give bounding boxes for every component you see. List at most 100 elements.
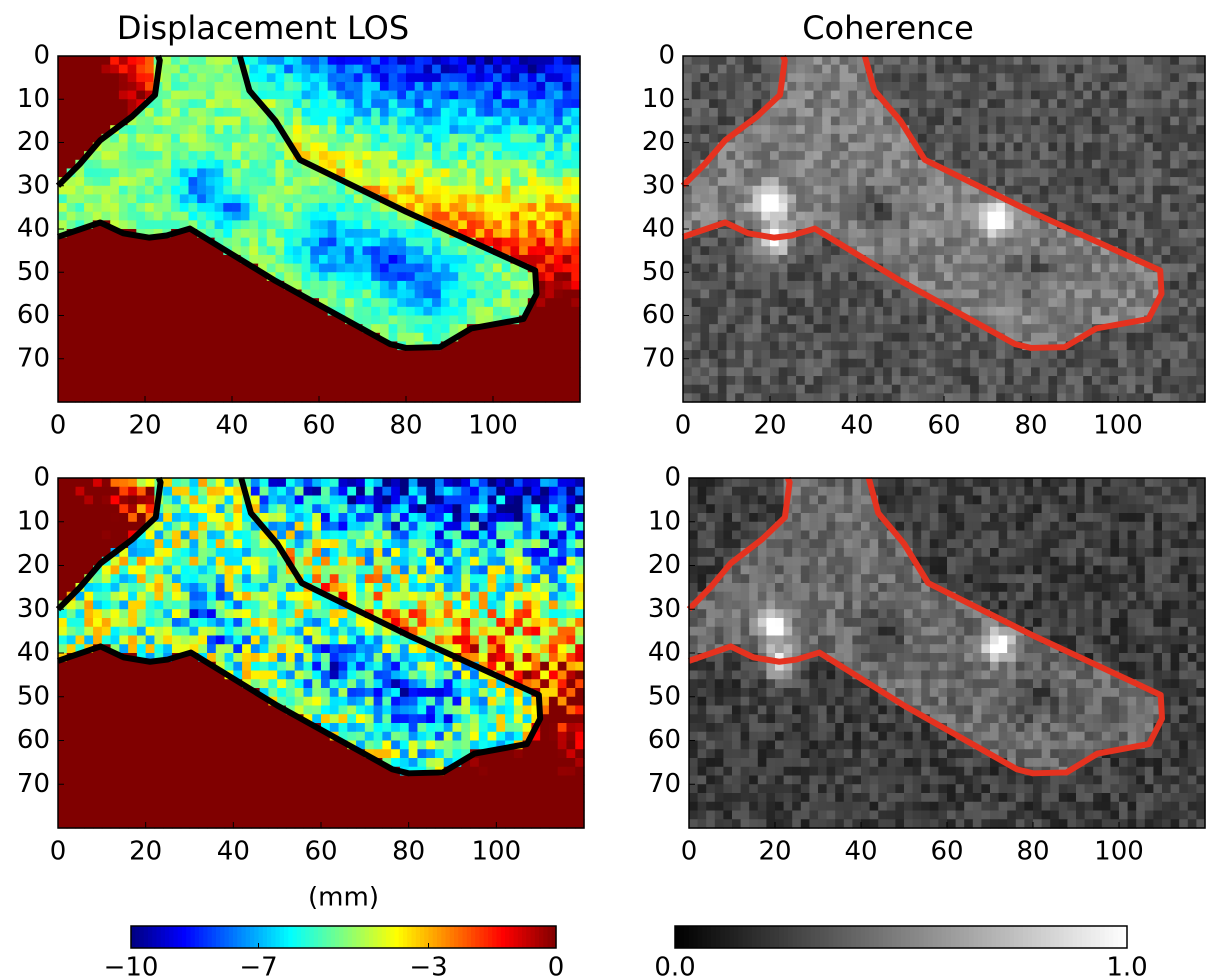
image-cell	[874, 385, 883, 394]
image-cell	[709, 298, 718, 307]
image-cell	[476, 220, 485, 229]
image-cell	[189, 108, 198, 117]
image-cell	[996, 272, 1005, 281]
image-cell	[197, 350, 206, 359]
image-cell	[1118, 73, 1127, 82]
image-cell	[1031, 125, 1040, 134]
image-cell	[840, 56, 849, 65]
image-cell	[432, 316, 441, 325]
image-cell	[545, 73, 554, 82]
image-cell	[840, 298, 849, 307]
image-cell	[260, 478, 269, 487]
image-cell	[1101, 350, 1110, 359]
image-cell	[744, 307, 753, 316]
image-cell	[363, 367, 372, 376]
image-cell	[171, 298, 180, 307]
y-tick-label: 20	[642, 127, 675, 157]
image-cell	[1083, 186, 1092, 195]
image-cell	[136, 255, 145, 264]
image-cell	[988, 160, 997, 169]
image-cell	[1196, 186, 1205, 195]
image-cell	[197, 333, 206, 342]
image-cell	[1014, 290, 1023, 299]
image-cell	[1075, 307, 1084, 316]
image-cell	[319, 203, 328, 212]
image-cell	[128, 99, 137, 108]
image-cell	[84, 203, 93, 212]
image-cell	[102, 350, 111, 359]
image-cell	[1188, 203, 1197, 212]
image-cell	[510, 229, 519, 238]
image-cell	[1118, 168, 1127, 177]
image-cell	[1179, 91, 1188, 100]
image-cell	[1135, 125, 1144, 134]
image-cell	[787, 212, 796, 221]
image-cell	[1118, 65, 1127, 74]
image-cell	[84, 117, 93, 126]
image-cell	[380, 316, 389, 325]
image-cell	[988, 73, 997, 82]
image-cell	[883, 73, 892, 82]
image-cell	[1109, 56, 1118, 65]
image-cell	[476, 212, 485, 221]
image-cell	[215, 324, 224, 333]
image-cell	[787, 264, 796, 273]
image-cell	[709, 82, 718, 91]
image-cell	[1075, 220, 1084, 229]
image-cell	[1109, 290, 1118, 299]
image-cell	[1022, 350, 1031, 359]
image-cell	[293, 255, 302, 264]
image-cell	[58, 65, 67, 74]
image-cell	[389, 65, 398, 74]
image-cell	[1196, 134, 1205, 143]
image-cell	[458, 203, 467, 212]
image-cell	[1092, 385, 1101, 394]
image-cell	[67, 117, 76, 126]
image-cell	[110, 91, 119, 100]
image-cell	[528, 99, 537, 108]
image-cell	[1014, 264, 1023, 273]
image-cell	[909, 350, 918, 359]
image-cell	[197, 134, 206, 143]
image-cell	[232, 264, 241, 273]
image-cell	[241, 350, 250, 359]
image-cell	[1196, 220, 1205, 229]
image-cell	[423, 290, 432, 299]
image-cell	[840, 385, 849, 394]
image-cell	[1170, 385, 1179, 394]
image-cell	[523, 478, 532, 487]
image-cell	[700, 272, 709, 281]
image-cell	[171, 99, 180, 108]
image-cell	[1179, 194, 1188, 203]
image-cell	[901, 307, 910, 316]
image-cell	[1022, 117, 1031, 126]
image-cell	[163, 487, 172, 496]
image-cell	[102, 487, 111, 496]
image-cell	[136, 350, 145, 359]
image-cell	[1179, 376, 1188, 385]
image-cell	[1092, 160, 1101, 169]
image-cell	[406, 307, 415, 316]
image-cell	[450, 160, 459, 169]
image-cell	[961, 393, 970, 402]
image-cell	[293, 186, 302, 195]
image-cell	[927, 255, 936, 264]
image-cell	[162, 246, 171, 255]
image-cell	[171, 376, 180, 385]
image-cell	[84, 324, 93, 333]
image-cell	[354, 65, 363, 74]
image-cell	[519, 56, 528, 65]
image-cell	[892, 168, 901, 177]
image-cell	[779, 264, 788, 273]
image-cell	[1127, 367, 1136, 376]
image-cell	[1135, 298, 1144, 307]
image-cell	[415, 117, 424, 126]
image-cell	[415, 125, 424, 134]
image-cell	[528, 203, 537, 212]
image-cell	[1101, 108, 1110, 117]
image-cell	[892, 91, 901, 100]
image-cell	[1109, 203, 1118, 212]
image-cell	[328, 272, 337, 281]
image-cell	[432, 168, 441, 177]
image-cell	[136, 272, 145, 281]
